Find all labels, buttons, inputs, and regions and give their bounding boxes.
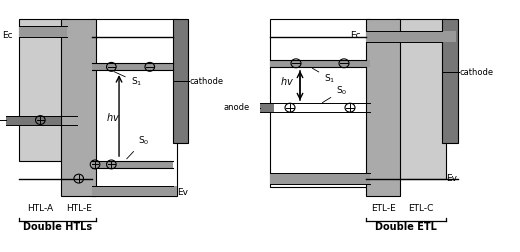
Text: ETL-E: ETL-E [371, 204, 395, 212]
Bar [270, 19, 370, 187]
Text: Ec: Ec [2, 31, 12, 40]
Text: cathode: cathode [459, 68, 493, 77]
Text: S$_0$: S$_0$ [127, 134, 150, 159]
Bar [19, 26, 67, 37]
Bar [6, 116, 61, 124]
Text: HTL-E: HTL-E [66, 204, 92, 212]
Bar [396, 19, 446, 179]
Bar [19, 19, 67, 161]
Text: S$_1$: S$_1$ [114, 72, 142, 88]
Bar [270, 173, 370, 184]
Bar [61, 19, 96, 196]
Bar [366, 31, 456, 42]
Text: S$_1$: S$_1$ [313, 68, 335, 84]
Bar [92, 63, 173, 70]
Text: Ev: Ev [446, 174, 457, 183]
Bar [92, 186, 177, 196]
Text: Double ETL: Double ETL [375, 222, 437, 232]
Text: anode: anode [224, 103, 250, 112]
Text: HTL-A: HTL-A [27, 204, 54, 212]
Text: cathode: cathode [189, 77, 223, 85]
Text: $hv$: $hv$ [106, 111, 120, 123]
Text: Ec: Ec [350, 31, 361, 40]
Text: $hv$: $hv$ [280, 76, 294, 87]
Text: Double HTLs: Double HTLs [23, 222, 92, 232]
Bar [366, 19, 400, 196]
Bar [442, 19, 458, 143]
Text: ETL-C: ETL-C [408, 204, 434, 212]
Text: S$_0$: S$_0$ [322, 84, 347, 103]
Bar [92, 161, 173, 168]
Bar [270, 60, 370, 67]
Bar [173, 19, 188, 143]
Text: Ev: Ev [177, 188, 188, 197]
Bar [256, 103, 274, 112]
Bar [92, 19, 177, 196]
